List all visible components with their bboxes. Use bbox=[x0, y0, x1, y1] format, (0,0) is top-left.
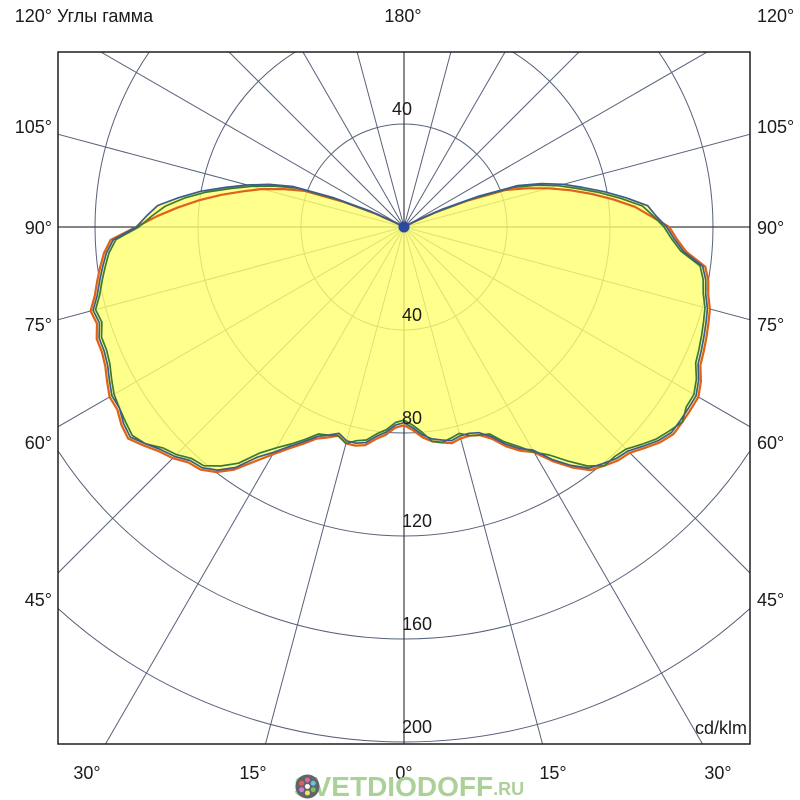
grid-ray-195 bbox=[356, 52, 405, 228]
gamma-label-left-105°: 105° bbox=[14, 117, 52, 137]
gamma-label-bottom-4: 30° bbox=[704, 763, 732, 783]
chart-title: Углы гамма bbox=[57, 6, 154, 26]
gamma-label-right-90°: 90° bbox=[757, 218, 785, 238]
grid-ray-225 bbox=[228, 52, 405, 228]
gamma-label-left-60°: 60° bbox=[24, 433, 52, 453]
gamma-label-left-45°: 45° bbox=[24, 590, 52, 610]
ring-label-160: 160 bbox=[402, 614, 433, 634]
watermark-logo-icon bbox=[295, 774, 320, 799]
polar-center-dot bbox=[398, 221, 410, 233]
ring-label-40: 40 bbox=[402, 305, 423, 325]
ring-label-200: 200 bbox=[402, 717, 433, 737]
plot-border bbox=[57, 51, 751, 745]
gamma-label-left-120°: 120° bbox=[14, 6, 52, 26]
watermark: SVET DIODOFF .RU bbox=[294, 771, 525, 800]
blue-curve bbox=[92, 182, 709, 471]
grid-ray-165 bbox=[403, 52, 452, 228]
watermark-text-right: DIODOFF bbox=[367, 771, 494, 800]
orange-curve bbox=[89, 187, 712, 474]
grid-ray-150 bbox=[403, 52, 506, 228]
ring-label-80: 80 bbox=[402, 408, 423, 428]
gamma-label-right-60°: 60° bbox=[757, 433, 785, 453]
green-curve bbox=[94, 184, 706, 467]
ring-label-120: 120 bbox=[402, 511, 433, 531]
intensity-fill bbox=[90, 183, 710, 473]
watermark-suffix: .RU bbox=[493, 779, 525, 799]
units-label: cd/klm bbox=[694, 718, 747, 738]
gamma-label-right-105°: 105° bbox=[757, 117, 795, 137]
gamma-label-left-75°: 75° bbox=[24, 315, 52, 335]
gamma-label-right-45°: 45° bbox=[757, 590, 785, 610]
axis-label-180: 180° bbox=[384, 6, 422, 26]
gamma-label-bottom-1: 15° bbox=[239, 763, 267, 783]
gamma-label-left-90°: 90° bbox=[24, 218, 52, 238]
gamma-label-bottom-0: 30° bbox=[73, 763, 101, 783]
gamma-label-bottom-2: 0° bbox=[395, 763, 413, 783]
gamma-label-right-75°: 75° bbox=[757, 315, 785, 335]
ring-label-top-40: 40 bbox=[392, 99, 413, 119]
grid-ray-120 bbox=[403, 52, 709, 228]
grid-ray-240 bbox=[99, 52, 405, 228]
gamma-label-right-120°: 120° bbox=[757, 6, 795, 26]
grid-ray-210 bbox=[302, 52, 405, 228]
gamma-label-bottom-3: 15° bbox=[539, 763, 567, 783]
grid-ray-135 bbox=[403, 52, 580, 228]
